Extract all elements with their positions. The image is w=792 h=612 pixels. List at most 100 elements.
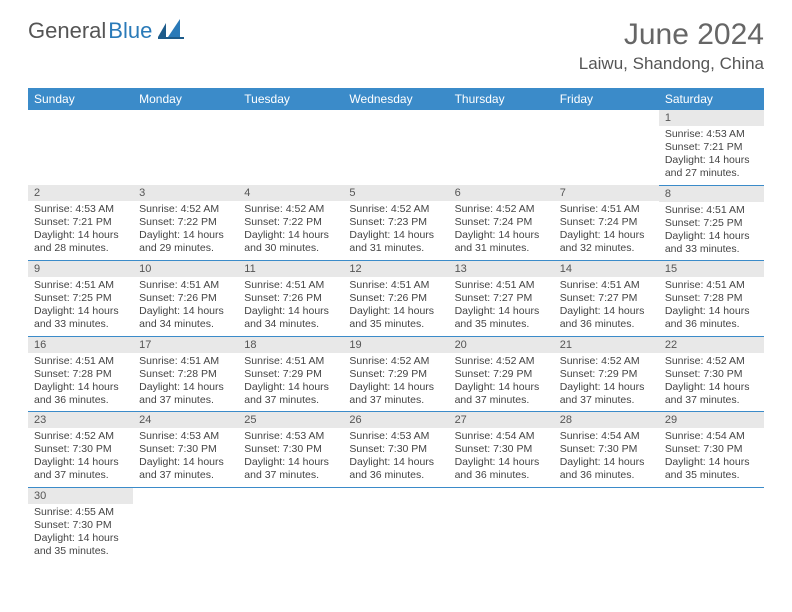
daylight-line: Daylight: 14 hours and 37 minutes. [34, 456, 127, 482]
sunrise-line: Sunrise: 4:55 AM [34, 506, 127, 519]
day-number: 29 [659, 412, 764, 428]
sunset-line: Sunset: 7:28 PM [665, 292, 758, 305]
day-details: Sunrise: 4:52 AMSunset: 7:23 PMDaylight:… [343, 201, 448, 260]
daylight-line: Daylight: 14 hours and 36 minutes. [349, 456, 442, 482]
day-number: 24 [133, 412, 238, 428]
calendar-cell: 2Sunrise: 4:53 AMSunset: 7:21 PMDaylight… [28, 185, 133, 261]
day-details: Sunrise: 4:51 AMSunset: 7:26 PMDaylight:… [343, 277, 448, 336]
calendar-cell [343, 110, 448, 185]
sunrise-line: Sunrise: 4:54 AM [665, 430, 758, 443]
day-number: 20 [449, 337, 554, 353]
calendar-cell: 26Sunrise: 4:53 AMSunset: 7:30 PMDayligh… [343, 412, 448, 488]
daylight-line: Daylight: 14 hours and 35 minutes. [349, 305, 442, 331]
day-number: 27 [449, 412, 554, 428]
header: General Blue June 2024 Laiwu, Shandong, … [28, 18, 764, 74]
daylight-line: Daylight: 14 hours and 33 minutes. [34, 305, 127, 331]
calendar-cell: 8Sunrise: 4:51 AMSunset: 7:25 PMDaylight… [659, 185, 764, 261]
sunrise-line: Sunrise: 4:51 AM [560, 279, 653, 292]
calendar-cell: 12Sunrise: 4:51 AMSunset: 7:26 PMDayligh… [343, 261, 448, 337]
calendar-cell [238, 487, 343, 562]
day-number: 4 [238, 185, 343, 201]
daylight-line: Daylight: 14 hours and 36 minutes. [34, 381, 127, 407]
day-details: Sunrise: 4:53 AMSunset: 7:30 PMDaylight:… [238, 428, 343, 487]
daylight-line: Daylight: 14 hours and 36 minutes. [455, 456, 548, 482]
day-details: Sunrise: 4:53 AMSunset: 7:30 PMDaylight:… [133, 428, 238, 487]
sunrise-line: Sunrise: 4:52 AM [455, 203, 548, 216]
sunset-line: Sunset: 7:27 PM [455, 292, 548, 305]
calendar-cell [343, 487, 448, 562]
day-number: 23 [28, 412, 133, 428]
calendar-cell: 3Sunrise: 4:52 AMSunset: 7:22 PMDaylight… [133, 185, 238, 261]
day-number: 1 [659, 110, 764, 126]
daylight-line: Daylight: 14 hours and 33 minutes. [665, 230, 758, 256]
daylight-line: Daylight: 14 hours and 36 minutes. [665, 305, 758, 331]
calendar-row: 23Sunrise: 4:52 AMSunset: 7:30 PMDayligh… [28, 412, 764, 488]
sunset-line: Sunset: 7:29 PM [244, 368, 337, 381]
calendar-cell: 4Sunrise: 4:52 AMSunset: 7:22 PMDaylight… [238, 185, 343, 261]
calendar-cell: 14Sunrise: 4:51 AMSunset: 7:27 PMDayligh… [554, 261, 659, 337]
calendar-page: General Blue June 2024 Laiwu, Shandong, … [0, 0, 792, 580]
daylight-line: Daylight: 14 hours and 29 minutes. [139, 229, 232, 255]
sunset-line: Sunset: 7:30 PM [560, 443, 653, 456]
calendar-cell: 5Sunrise: 4:52 AMSunset: 7:23 PMDaylight… [343, 185, 448, 261]
sunrise-line: Sunrise: 4:53 AM [34, 203, 127, 216]
day-number: 30 [28, 488, 133, 504]
day-details: Sunrise: 4:51 AMSunset: 7:27 PMDaylight:… [449, 277, 554, 336]
weekday-header: Sunday [28, 88, 133, 110]
calendar-row: 16Sunrise: 4:51 AMSunset: 7:28 PMDayligh… [28, 336, 764, 412]
sunset-line: Sunset: 7:24 PM [455, 216, 548, 229]
sail-icon [158, 19, 184, 44]
calendar-cell: 6Sunrise: 4:52 AMSunset: 7:24 PMDaylight… [449, 185, 554, 261]
sunrise-line: Sunrise: 4:52 AM [244, 203, 337, 216]
day-details: Sunrise: 4:51 AMSunset: 7:24 PMDaylight:… [554, 201, 659, 260]
brand-logo: General Blue [28, 18, 184, 44]
daylight-line: Daylight: 14 hours and 37 minutes. [244, 456, 337, 482]
daylight-line: Daylight: 14 hours and 27 minutes. [665, 154, 758, 180]
sunrise-line: Sunrise: 4:52 AM [349, 355, 442, 368]
day-details: Sunrise: 4:51 AMSunset: 7:25 PMDaylight:… [659, 202, 764, 261]
sunrise-line: Sunrise: 4:51 AM [665, 204, 758, 217]
calendar-cell: 11Sunrise: 4:51 AMSunset: 7:26 PMDayligh… [238, 261, 343, 337]
calendar-cell: 10Sunrise: 4:51 AMSunset: 7:26 PMDayligh… [133, 261, 238, 337]
calendar-cell: 20Sunrise: 4:52 AMSunset: 7:29 PMDayligh… [449, 336, 554, 412]
calendar-row: 2Sunrise: 4:53 AMSunset: 7:21 PMDaylight… [28, 185, 764, 261]
day-details: Sunrise: 4:52 AMSunset: 7:29 PMDaylight:… [343, 353, 448, 412]
sunset-line: Sunset: 7:30 PM [34, 519, 127, 532]
day-details: Sunrise: 4:51 AMSunset: 7:26 PMDaylight:… [133, 277, 238, 336]
sunrise-line: Sunrise: 4:51 AM [665, 279, 758, 292]
day-details: Sunrise: 4:53 AMSunset: 7:21 PMDaylight:… [659, 126, 764, 185]
daylight-line: Daylight: 14 hours and 32 minutes. [560, 229, 653, 255]
calendar-row: 1Sunrise: 4:53 AMSunset: 7:21 PMDaylight… [28, 110, 764, 185]
calendar-cell [659, 487, 764, 562]
day-number: 5 [343, 185, 448, 201]
sunset-line: Sunset: 7:30 PM [34, 443, 127, 456]
sunset-line: Sunset: 7:26 PM [244, 292, 337, 305]
daylight-line: Daylight: 14 hours and 35 minutes. [34, 532, 127, 558]
day-number: 18 [238, 337, 343, 353]
sunset-line: Sunset: 7:30 PM [349, 443, 442, 456]
day-number: 10 [133, 261, 238, 277]
day-details: Sunrise: 4:52 AMSunset: 7:22 PMDaylight:… [133, 201, 238, 260]
daylight-line: Daylight: 14 hours and 34 minutes. [139, 305, 232, 331]
sunset-line: Sunset: 7:26 PM [139, 292, 232, 305]
sunset-line: Sunset: 7:22 PM [139, 216, 232, 229]
sunrise-line: Sunrise: 4:51 AM [244, 279, 337, 292]
day-details: Sunrise: 4:51 AMSunset: 7:25 PMDaylight:… [28, 277, 133, 336]
sunset-line: Sunset: 7:30 PM [139, 443, 232, 456]
calendar-cell: 15Sunrise: 4:51 AMSunset: 7:28 PMDayligh… [659, 261, 764, 337]
sunrise-line: Sunrise: 4:51 AM [139, 279, 232, 292]
sunset-line: Sunset: 7:25 PM [665, 217, 758, 230]
day-number: 8 [659, 186, 764, 202]
day-details: Sunrise: 4:51 AMSunset: 7:29 PMDaylight:… [238, 353, 343, 412]
sunset-line: Sunset: 7:28 PM [34, 368, 127, 381]
day-number: 11 [238, 261, 343, 277]
day-details: Sunrise: 4:51 AMSunset: 7:27 PMDaylight:… [554, 277, 659, 336]
sunrise-line: Sunrise: 4:52 AM [34, 430, 127, 443]
brand-part1: General [28, 18, 106, 44]
calendar-cell: 29Sunrise: 4:54 AMSunset: 7:30 PMDayligh… [659, 412, 764, 488]
day-number: 16 [28, 337, 133, 353]
day-number: 7 [554, 185, 659, 201]
daylight-line: Daylight: 14 hours and 35 minutes. [455, 305, 548, 331]
day-number: 21 [554, 337, 659, 353]
day-details: Sunrise: 4:54 AMSunset: 7:30 PMDaylight:… [554, 428, 659, 487]
